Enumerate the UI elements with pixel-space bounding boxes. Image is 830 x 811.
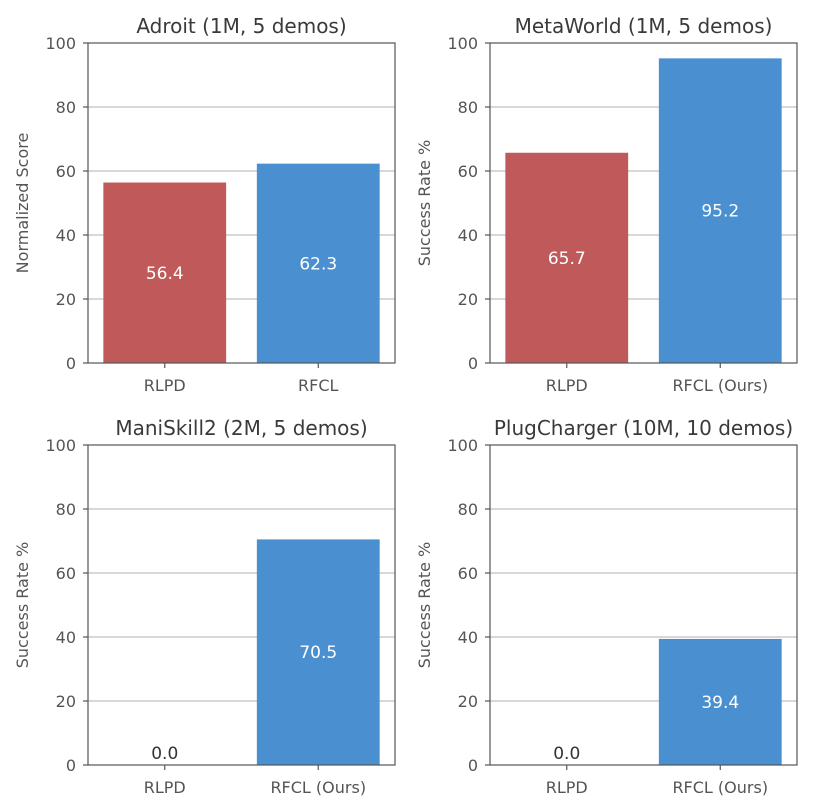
maniskill2-title: ManiSkill2 (2M, 5 demos) (115, 416, 367, 440)
adroit-value-label-0: 56.4 (146, 264, 184, 284)
maniskill2-bar-1 (256, 539, 380, 765)
maniskill2-xtick-label-0: RLPD (144, 778, 186, 797)
metaworld-y-axis-label: Success Rate % (415, 140, 434, 266)
adroit-ytick-label-4: 80 (56, 98, 76, 117)
plugcharger-ytick-label-4: 80 (458, 500, 478, 519)
adroit-bar-0 (103, 182, 227, 363)
adroit-ytick-label-0: 0 (66, 354, 76, 373)
metaworld-ytick-label-1: 20 (458, 290, 478, 309)
maniskill2-value-label-0: 0.0 (151, 744, 178, 764)
adroit-title: Adroit (1M, 5 demos) (136, 14, 346, 38)
maniskill2-ytick-label-2: 40 (56, 628, 76, 647)
plugcharger-ytick-label-1: 20 (458, 692, 478, 711)
maniskill2-xtick-label-1: RFCL (Ours) (270, 778, 366, 797)
adroit-value-label-1: 62.3 (299, 254, 337, 274)
adroit-bar-1 (256, 163, 380, 363)
plugcharger-ytick-label-2: 40 (458, 628, 478, 647)
plugcharger-xtick-label-0: RLPD (546, 778, 588, 797)
plugcharger-value-label-1: 39.4 (701, 693, 739, 713)
metaworld-title: MetaWorld (1M, 5 demos) (515, 14, 773, 38)
plugcharger-value-label-0: 0.0 (553, 744, 580, 764)
metaworld-xtick-label-1: RFCL (Ours) (672, 376, 768, 395)
metaworld-panel: 65.7 RLPD 95.2 RFCL (Ours) 0 20 40 60 80 100 MetaW… (415, 14, 798, 395)
adroit-axes-frame (87, 42, 396, 364)
adroit-xtick-label-0: RLPD (144, 376, 186, 395)
plugcharger-title: PlugCharger (10M, 10 demos) (494, 416, 793, 440)
maniskill2-y-axis-label: Success Rate % (13, 542, 32, 668)
metaworld-ytick-label-4: 80 (458, 98, 478, 117)
metaworld-axes-frame (489, 42, 798, 364)
metaworld-value-label-0: 65.7 (548, 249, 586, 269)
plugcharger-y-axis-label: Success Rate % (415, 542, 434, 668)
adroit-ytick-label-1: 20 (56, 290, 76, 309)
plugcharger-ytick-label-3: 60 (458, 564, 478, 583)
metaworld-ytick-label-5: 100 (447, 34, 478, 53)
maniskill2-ytick-label-0: 0 (66, 756, 76, 775)
plugcharger-ytick-label-0: 0 (468, 756, 478, 775)
metaworld-xtick-label-0: RLPD (546, 376, 588, 395)
metaworld-value-label-1: 95.2 (701, 202, 739, 222)
adroit-panel: 56.4 RLPD 62.3 RFCL 0 20 40 60 80 100 Adroit (1M, … (13, 14, 396, 395)
maniskill2-ytick-label-4: 80 (56, 500, 76, 519)
adroit-ytick-label-5: 100 (45, 34, 76, 53)
metaworld-bar-1 (658, 58, 782, 364)
plugcharger-axes-frame (489, 444, 798, 766)
adroit-ytick-label-2: 40 (56, 226, 76, 245)
metaworld-ytick-label-0: 0 (468, 354, 478, 373)
metaworld-ytick-label-3: 60 (458, 162, 478, 181)
maniskill2-ytick-label-3: 60 (56, 564, 76, 583)
adroit-y-axis-label: Normalized Score (13, 133, 32, 274)
maniskill2-axes-frame (87, 444, 396, 766)
plugcharger-panel: 0.0 RLPD 39.4 RFCL (Ours) 0 20 40 60 80 100 PlugCh… (415, 416, 798, 797)
metaworld-bar-0 (505, 152, 629, 363)
metaworld-ytick-label-2: 40 (458, 226, 478, 245)
adroit-xtick-label-1: RFCL (298, 376, 338, 395)
maniskill2-ytick-label-5: 100 (45, 436, 76, 455)
plugcharger-ytick-label-5: 100 (447, 436, 478, 455)
adroit-ytick-label-3: 60 (56, 162, 76, 181)
maniskill2-value-label-1: 70.5 (299, 643, 337, 663)
plugcharger-xtick-label-1: RFCL (Ours) (672, 778, 768, 797)
maniskill2-panel: 0.0 RLPD 70.5 RFCL (Ours) 0 20 40 60 80 100 ManiSk… (13, 416, 396, 797)
plugcharger-bar-1 (658, 638, 782, 765)
maniskill2-ytick-label-1: 20 (56, 692, 76, 711)
